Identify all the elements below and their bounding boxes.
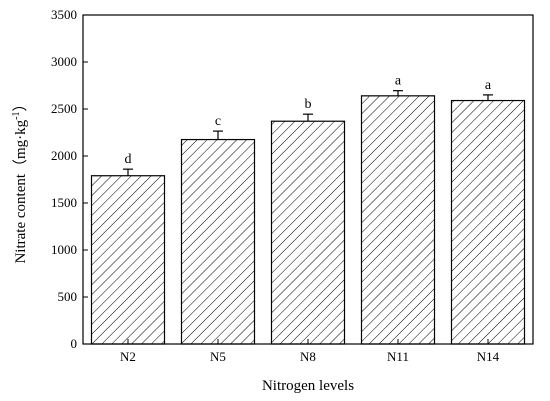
y-tick-label: 2500	[51, 101, 77, 116]
significance-label: a	[485, 78, 492, 93]
x-axis-title: Nitrogen levels	[262, 378, 354, 394]
x-tick-label: N14	[477, 349, 500, 364]
x-tick-label: N8	[300, 349, 316, 364]
y-tick-label: 1500	[51, 195, 77, 210]
x-tick-label: N11	[387, 349, 409, 364]
significance-label: b	[305, 97, 312, 112]
y-axis-title-close: ）	[12, 96, 29, 111]
bar-n14	[450, 99, 526, 345]
bar-n11	[360, 95, 436, 345]
significance-label: d	[125, 152, 132, 167]
bar-n5	[180, 138, 256, 345]
y-axis-title: Nitrate content（mg·kg-1）	[11, 96, 29, 263]
axes-layer: 0 500 1000 1500 2000 2500 3000 3500 N2 N5 N8 N11 N14	[51, 7, 500, 364]
y-tick-label: 500	[58, 289, 78, 304]
y-tick-label: 3000	[51, 54, 77, 69]
significance-label: c	[215, 114, 221, 129]
bars-layer: d c b a a	[90, 74, 526, 345]
significance-label: a	[395, 74, 402, 89]
y-axis-title-sup: -1	[11, 111, 22, 119]
y-tick-label: 2000	[51, 148, 77, 163]
y-tick-label: 3500	[51, 7, 77, 22]
bar-n8	[270, 120, 346, 345]
bar-n2	[90, 175, 166, 345]
x-tick-label: N2	[120, 349, 136, 364]
y-tick-label: 0	[71, 336, 78, 351]
y-tick-label: 1000	[51, 242, 77, 257]
x-tick-label: N5	[210, 349, 226, 364]
y-axis-title-main: Nitrate content（mg·kg	[12, 119, 29, 263]
